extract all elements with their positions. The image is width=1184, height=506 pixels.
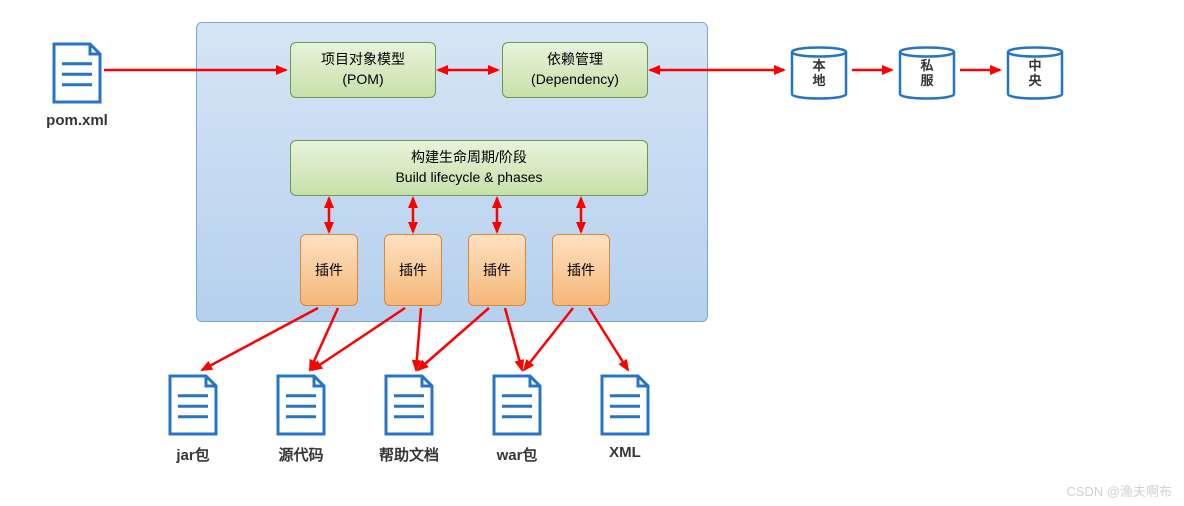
arrow [312,308,405,370]
output-file-label: 源代码 [246,444,356,465]
pom-box: 项目对象模型(POM) [290,42,436,98]
output-file-icon [492,374,542,436]
repo-label: 中央 [1004,59,1066,89]
output-file-icon [168,374,218,436]
lifecycle-box-subtitle: Build lifecycle & phases [395,168,542,188]
output-file-label: war包 [462,444,572,465]
dependency-box-title: 依赖管理 [547,50,603,70]
repo-cylinder: 本地 [788,42,850,104]
output-file-label: XML [570,444,680,461]
arrow [524,308,573,370]
lifecycle-box: 构建生命周期/阶段Build lifecycle & phases [290,140,648,196]
arrow [505,308,522,370]
plugin-label: 插件 [399,260,427,280]
watermark: CSDN @渔夫啊布 [1066,481,1172,500]
output-file-label: jar包 [138,444,248,465]
plugin-box: 插件 [552,234,610,306]
output-file-icon [600,374,650,436]
lifecycle-box-title: 构建生命周期/阶段 [411,148,527,168]
repo-cylinder: 中央 [1004,42,1066,104]
output-file-icon [276,374,326,436]
repo-label: 本地 [788,59,850,89]
plugin-box: 插件 [384,234,442,306]
pom-box-title: 项目对象模型 [321,50,405,70]
pom-box-subtitle: (POM) [342,70,383,90]
plugin-label: 插件 [567,260,595,280]
repo-cylinder: 私服 [896,42,958,104]
repo-label: 私服 [896,59,958,89]
plugin-box: 插件 [468,234,526,306]
plugin-box: 插件 [300,234,358,306]
arrow [202,308,318,370]
arrow [589,308,628,370]
dependency-box: 依赖管理(Dependency) [502,42,648,98]
arrow [416,308,421,370]
output-file-icon [384,374,434,436]
plugin-label: 插件 [483,260,511,280]
dependency-box-subtitle: (Dependency) [531,70,619,90]
output-file-label: 帮助文档 [354,444,464,465]
plugin-label: 插件 [315,260,343,280]
arrow [418,308,489,370]
pom-file-icon [52,42,102,104]
pom-file-label: pom.xml [30,112,124,129]
